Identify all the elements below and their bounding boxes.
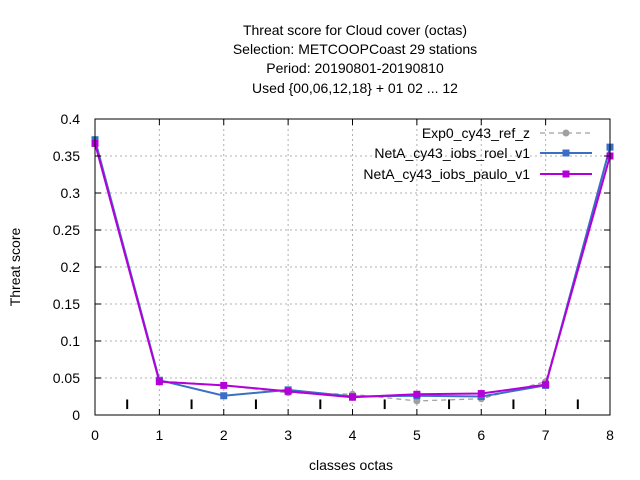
legend-marker-0: [562, 129, 570, 137]
x-tick-label-3: 3: [284, 427, 292, 443]
y-tick-label-2: 0.1: [61, 333, 81, 349]
series-2-point-6: [477, 390, 485, 398]
x-tick-label-2: 2: [220, 427, 228, 443]
y-tick-label-5: 0.25: [53, 222, 80, 238]
legend-label-1: NetA_cy43_iobs_roel_v1: [374, 145, 530, 161]
series-2-point-7: [542, 381, 550, 389]
legend-marker-1: [562, 149, 570, 157]
legend: Exp0_cy43_ref_z NetA_cy43_iobs_roel_v1 Net…: [363, 125, 592, 182]
series-layer: [91, 136, 614, 405]
chart-title-line-3: Period: 20190801-20190810: [266, 60, 444, 76]
series-2-point-3: [284, 387, 292, 395]
y-tick-label-8: 0.4: [61, 111, 81, 127]
x-tick-label-5: 5: [413, 427, 421, 443]
y-axis-label: Threat score: [7, 227, 23, 306]
y-tick-label-3: 0.15: [53, 296, 80, 312]
series-2-point-4: [349, 393, 356, 401]
series-1-point-2: [220, 392, 228, 400]
x-tick-label-8: 8: [606, 427, 614, 443]
chart-title-line-1: Threat score for Cloud cover (octas): [243, 22, 467, 38]
x-axis-label: classes octas: [309, 457, 393, 473]
x-tick-label-0: 0: [91, 427, 99, 443]
grid-lines: [95, 119, 610, 415]
x-axis-ticks: 0 1 2 3 4 5 6 7 8: [91, 119, 614, 443]
legend-label-2: NetA_cy43_iobs_paulo_v1: [363, 166, 530, 182]
x-tick-label-1: 1: [155, 427, 163, 443]
y-tick-label-7: 0.35: [53, 148, 80, 164]
chart-title-line-4: Used {00,06,12,18} + 01 02 ... 12: [252, 80, 458, 96]
minor-x-marks: [126, 399, 579, 410]
legend-marker-2: [562, 170, 570, 178]
y-tick-label-1: 0.05: [53, 370, 80, 386]
chart-title-line-2: Selection: METCOOPCoast 29 stations: [233, 41, 477, 57]
y-tick-label-6: 0.3: [61, 185, 81, 201]
chart-title: Threat score for Cloud cover (octas) Sel…: [233, 22, 477, 96]
series-2-point-2: [220, 381, 228, 389]
x-tick-label-4: 4: [349, 427, 357, 443]
x-tick-label-7: 7: [542, 427, 550, 443]
legend-label-0: Exp0_cy43_ref_z: [422, 125, 530, 141]
y-axis-ticks: 0 0.05 0.1 0.15 0.2 0.25 0.3 0.35 0.4: [53, 111, 610, 423]
series-2-point-5: [413, 390, 421, 398]
series-2-point-1: [155, 378, 163, 386]
series-line-1: [94, 139, 611, 398]
x-tick-label-6: 6: [477, 427, 485, 443]
y-tick-label-0: 0: [72, 407, 80, 423]
y-tick-label-4: 0.2: [61, 259, 81, 275]
